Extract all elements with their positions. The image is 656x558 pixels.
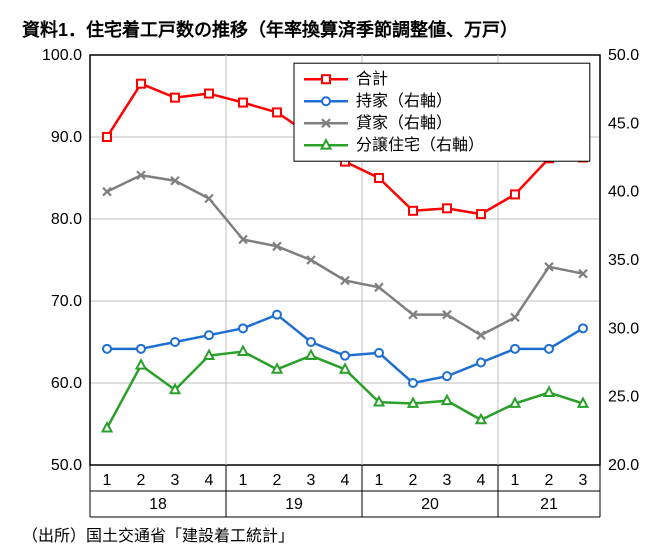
svg-text:3: 3 xyxy=(443,472,452,489)
svg-text:19: 19 xyxy=(285,496,303,513)
svg-text:2: 2 xyxy=(545,472,554,489)
svg-text:2: 2 xyxy=(409,472,418,489)
svg-text:3: 3 xyxy=(171,472,180,489)
svg-text:4: 4 xyxy=(341,472,350,489)
svg-text:2: 2 xyxy=(273,472,282,489)
svg-text:20: 20 xyxy=(421,496,439,513)
svg-text:4: 4 xyxy=(477,472,486,489)
svg-text:18: 18 xyxy=(149,496,167,513)
svg-text:50.0: 50.0 xyxy=(608,47,639,64)
svg-text:1: 1 xyxy=(375,472,384,489)
svg-text:30.0: 30.0 xyxy=(608,320,639,337)
svg-text:1: 1 xyxy=(239,472,248,489)
svg-text:1: 1 xyxy=(103,472,112,489)
svg-text:90.0: 90.0 xyxy=(51,129,82,146)
svg-text:70.0: 70.0 xyxy=(51,293,82,310)
svg-text:1: 1 xyxy=(511,472,520,489)
svg-text:25.0: 25.0 xyxy=(608,389,639,406)
chart-title: 資料1．住宅着工戸数の推移（年率換算済季節調整値、万戸） xyxy=(22,16,518,42)
svg-text:2: 2 xyxy=(137,472,146,489)
svg-text:3: 3 xyxy=(579,472,588,489)
svg-text:合計: 合計 xyxy=(356,70,388,88)
svg-text:21: 21 xyxy=(540,496,558,513)
svg-text:持家（右軸）: 持家（右軸） xyxy=(356,92,452,110)
page: 資料1．住宅着工戸数の推移（年率換算済季節調整値、万戸） 50.0 60.0 70.… xyxy=(0,0,656,558)
svg-text:35.0: 35.0 xyxy=(608,252,639,269)
chart-source: （出所）国土交通省「建設着工統計」 xyxy=(22,522,294,546)
svg-text:60.0: 60.0 xyxy=(51,375,82,392)
svg-text:貸家（右軸）: 貸家（右軸） xyxy=(356,114,452,132)
svg-text:45.0: 45.0 xyxy=(608,115,639,132)
svg-text:40.0: 40.0 xyxy=(608,184,639,201)
svg-text:20.0: 20.0 xyxy=(608,457,639,474)
svg-text:50.0: 50.0 xyxy=(51,457,82,474)
chart: 50.0 60.0 70.0 80.0 90.0 100.0 20.0 25.0 30.0 35.… xyxy=(0,0,656,558)
svg-text:100.0: 100.0 xyxy=(42,47,82,64)
svg-text:分譲住宅（右軸）: 分譲住宅（右軸） xyxy=(356,135,484,154)
svg-text:80.0: 80.0 xyxy=(51,211,82,228)
svg-text:3: 3 xyxy=(307,472,316,489)
svg-text:4: 4 xyxy=(205,472,214,489)
